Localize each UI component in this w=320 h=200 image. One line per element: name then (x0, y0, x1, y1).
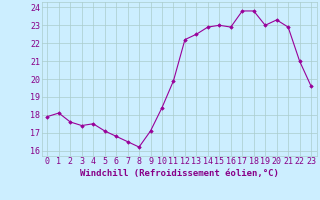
X-axis label: Windchill (Refroidissement éolien,°C): Windchill (Refroidissement éolien,°C) (80, 169, 279, 178)
